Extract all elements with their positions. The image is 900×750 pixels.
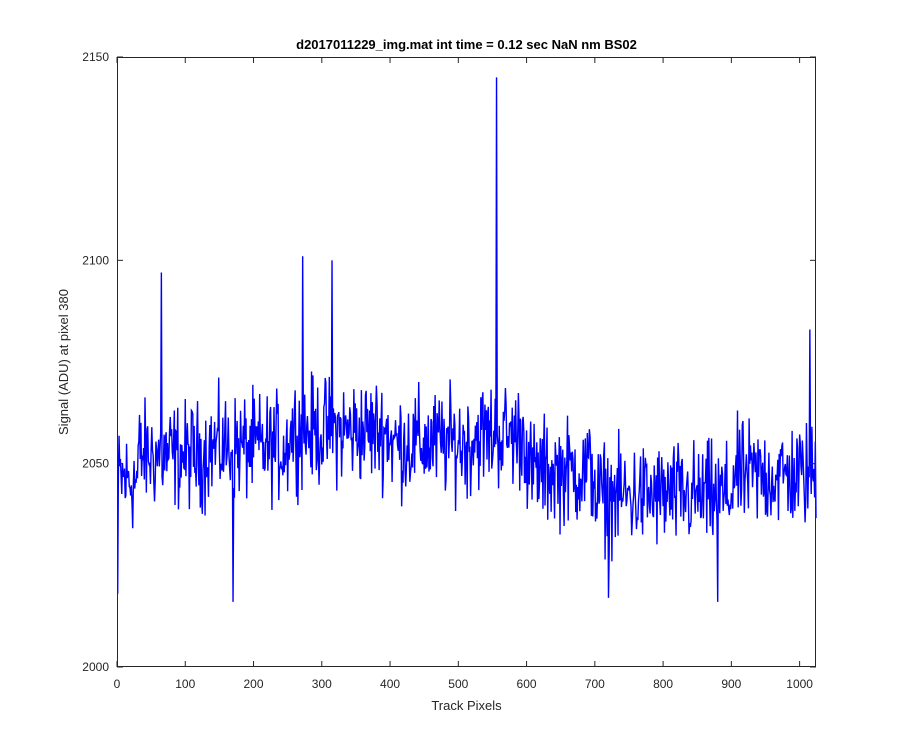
series-line: [116, 77, 817, 602]
x-tick-label: 500: [448, 677, 468, 691]
y-tick-label: 2100: [82, 253, 109, 267]
axes-background: [117, 57, 816, 667]
x-tick-label: 400: [380, 677, 400, 691]
x-tick-label: 700: [585, 677, 605, 691]
x-axis: 0 100 200 300 400 500 600 700 800 900 1000: [114, 57, 813, 691]
y-tick-label: 2050: [82, 457, 109, 471]
x-tick-label: 1000: [786, 677, 813, 691]
axes-box: [117, 57, 816, 667]
series-layer: [116, 77, 817, 602]
chart-title: d2017011229_img.mat int time = 0.12 sec …: [296, 37, 637, 52]
x-tick-label: 800: [653, 677, 673, 691]
x-tick-label: 300: [312, 677, 332, 691]
x-tick-label: 0: [114, 677, 121, 691]
y-tick-label: 2150: [82, 50, 109, 64]
x-tick-label: 900: [721, 677, 741, 691]
y-tick-label: 2000: [82, 660, 109, 674]
x-tick-label: 200: [244, 677, 264, 691]
y-axis: 2000 2050 2100 2150: [82, 50, 816, 674]
y-axis-label: Signal (ADU) at pixel 380: [56, 289, 71, 435]
x-tick-label: 600: [517, 677, 537, 691]
x-tick-label: 100: [175, 677, 195, 691]
x-axis-label: Track Pixels: [431, 698, 502, 713]
